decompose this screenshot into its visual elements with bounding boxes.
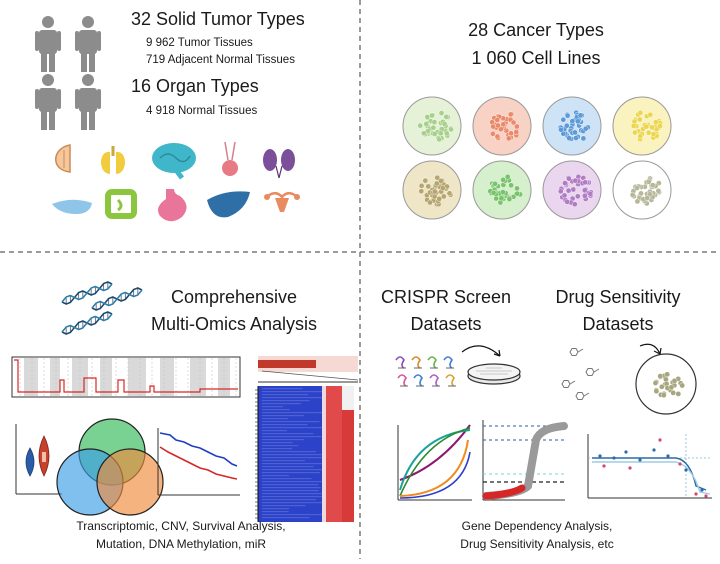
- bladder-icon: [222, 141, 238, 176]
- sgrna-icon: [413, 374, 424, 387]
- cancer-types-text: 28 Cancer Types: [468, 20, 604, 40]
- dose-point: [678, 462, 682, 466]
- breast-icon: [55, 144, 71, 173]
- sgrna-icon: [395, 356, 406, 369]
- cnv-track-plot: [11, 356, 241, 398]
- survival-plot: [157, 428, 240, 496]
- petri-dish-icon: [542, 96, 602, 156]
- drug-title-line1: Drug Sensitivity: [555, 287, 680, 307]
- venn-diagram: [56, 418, 164, 516]
- petri-dish-icon: [402, 160, 462, 220]
- dose-point: [652, 448, 656, 452]
- pancreas-icon: [52, 199, 92, 214]
- petri-dish-icon: [472, 96, 532, 156]
- sgrna-icons: [395, 356, 456, 387]
- dose-point: [700, 488, 704, 492]
- intestine-icon: [105, 189, 137, 219]
- stomach-icon: [158, 189, 187, 222]
- molecule-icon: [585, 368, 600, 376]
- dose-point: [658, 438, 662, 442]
- tissue-panel: 32 Solid Tumor Types 9 962 Tumor Tissues…: [35, 9, 305, 222]
- curve-green: [399, 427, 471, 497]
- liver-icon: [207, 191, 250, 218]
- organ-types-text: 16 Organ Types: [131, 76, 259, 96]
- person-icon: [75, 74, 101, 130]
- curve-orange: [399, 439, 469, 497]
- dose-point: [598, 454, 602, 458]
- petri-dish-icon: [612, 96, 672, 156]
- dependency-curves-plot: [397, 424, 472, 501]
- petri-dish-icon: [402, 96, 462, 156]
- drug-molecule-icons: [561, 348, 600, 400]
- dose-point: [694, 492, 698, 496]
- cnv-segment-line: [14, 359, 238, 393]
- sgrna-icon: [445, 374, 456, 387]
- petri-dish-icon: [612, 160, 672, 220]
- screen-panel: CRISPR Screen Datasets Drug Sensitivity …: [381, 287, 712, 551]
- screen-caption-line1: Gene Dependency Analysis,: [462, 519, 613, 533]
- dose-point: [612, 456, 616, 460]
- sgrna-icon: [397, 374, 408, 387]
- sgrna-icon: [427, 356, 438, 369]
- tumor-tissues-text: 9 962 Tumor Tissues: [146, 37, 253, 49]
- curve-purple: [399, 424, 471, 481]
- kidneys-icon: [263, 149, 295, 179]
- tumor-types-text: 32 Solid Tumor Types: [131, 9, 305, 29]
- molecule-icon: [561, 380, 576, 388]
- curve-blue: [399, 451, 471, 499]
- dose-response-plot: [587, 434, 712, 499]
- crispr-dish-icon: [461, 345, 521, 385]
- crispr-title-line2: Datasets: [410, 314, 481, 334]
- dose-point: [624, 450, 628, 454]
- dose-point: [602, 464, 606, 468]
- molecule-icon: [569, 348, 584, 356]
- crispr-title-line1: CRISPR Screen: [381, 287, 511, 307]
- dna-helix-icon: [61, 281, 113, 305]
- dna-helix-icons: [61, 281, 143, 335]
- dose-point: [684, 468, 688, 472]
- adjacent-tissues-text: 719 Adjacent Normal Tissues: [146, 54, 295, 66]
- dna-helix-icon: [61, 311, 113, 335]
- cell-lines-text: 1 060 Cell Lines: [471, 48, 600, 68]
- omics-title-line1: Comprehensive: [171, 287, 297, 307]
- expression-heatmap: [255, 356, 359, 522]
- dose-point: [704, 494, 708, 498]
- petri-dish-icon: [542, 160, 602, 220]
- violin-plot: [15, 424, 62, 495]
- normal-tissues-text: 4 918 Normal Tissues: [146, 105, 257, 117]
- people-icons: [35, 16, 101, 130]
- survival-curve-blue: [159, 432, 238, 467]
- gene-effect-plot: [482, 420, 568, 501]
- molecule-icon: [575, 392, 590, 400]
- sgrna-icon: [429, 374, 440, 387]
- omics-caption-line2: Mutation, DNA Methylation, miR: [96, 537, 266, 551]
- omics-panel: Comprehensive Multi-Omics Analysis: [11, 281, 359, 551]
- dose-point: [666, 454, 670, 458]
- fit-curve-lightblue: [592, 461, 711, 495]
- petri-dish-icon: [472, 160, 532, 220]
- omics-title-line2: Multi-Omics Analysis: [151, 314, 317, 334]
- sgrna-icon: [443, 356, 454, 369]
- petri-dish-grid: [402, 96, 672, 220]
- survival-curve-red: [159, 446, 238, 480]
- screen-caption-line2: Drug Sensitivity Analysis, etc: [460, 537, 613, 551]
- fit-curve-blue: [592, 457, 707, 491]
- brain-icon: [152, 143, 196, 180]
- person-icon: [75, 16, 101, 72]
- dna-helix-icon: [91, 287, 143, 311]
- uterus-icon: [264, 192, 300, 212]
- drug-title-line2: Datasets: [582, 314, 653, 334]
- person-icon: [35, 16, 61, 72]
- dose-point: [638, 458, 642, 462]
- cell-line-panel: 28 Cancer Types 1 060 Cell Lines: [402, 20, 672, 220]
- sgrna-icon: [411, 356, 422, 369]
- omics-caption-line1: Transcriptomic, CNV, Survival Analysis,: [76, 519, 285, 533]
- lungs-icon: [101, 146, 125, 174]
- dose-point: [628, 466, 632, 470]
- person-icon: [35, 74, 61, 130]
- drug-dish-icon: [635, 343, 697, 415]
